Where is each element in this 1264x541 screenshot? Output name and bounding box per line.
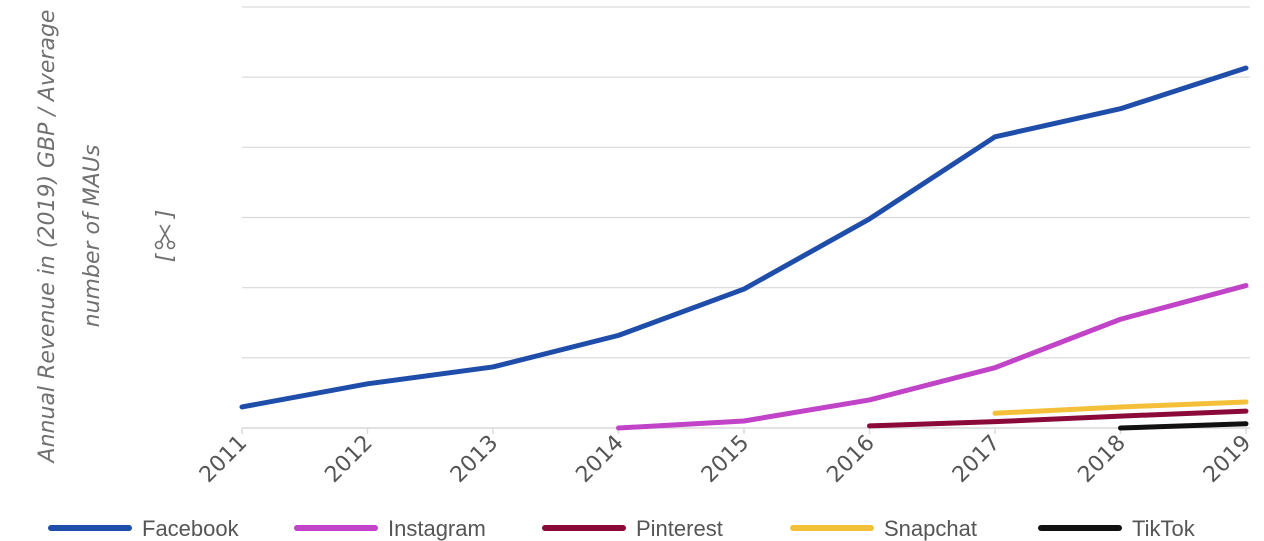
series-line-snapchat bbox=[992, 399, 1249, 416]
x-tick-label-2013: 2013 bbox=[446, 431, 503, 488]
legend-label-pinterest: Pinterest bbox=[636, 516, 723, 541]
series-line-instagram bbox=[616, 283, 1249, 431]
legend-label-facebook: Facebook bbox=[142, 516, 240, 541]
y-axis-label-line-2: number of MAUs bbox=[80, 145, 105, 328]
x-tick-label-2011: 2011 bbox=[195, 431, 252, 488]
right-bracket: ] bbox=[153, 210, 178, 220]
y-axis-unit: [ ] bbox=[153, 210, 178, 263]
x-tick-label-2014: 2014 bbox=[571, 431, 628, 488]
y-axis-label-line-1: Annual Revenue in (2019) GBP / Average bbox=[35, 10, 60, 465]
legend: Facebook Instagram Pinterest Snapchat TikTok bbox=[48, 516, 1196, 541]
series-line-facebook bbox=[239, 65, 1249, 410]
x-tick-label-2012: 2012 bbox=[320, 431, 377, 488]
x-tick-label-2019: 2019 bbox=[1199, 431, 1256, 488]
left-bracket: [ bbox=[153, 252, 178, 262]
series-line-pinterest bbox=[867, 408, 1249, 429]
gridlines bbox=[242, 6, 1250, 359]
series-line-tiktok bbox=[1118, 421, 1249, 431]
x-axis: 2011 2012 2013 2014 2015 2016 2017 2018 2019 bbox=[195, 427, 1256, 488]
legend-label-tiktok: TikTok bbox=[1132, 516, 1196, 541]
x-tick-label-2015: 2015 bbox=[697, 431, 754, 488]
x-tick-label-2016: 2016 bbox=[822, 431, 879, 488]
series-lines bbox=[239, 65, 1249, 431]
y-axis-label: Annual Revenue in (2019) GBP / Average n… bbox=[35, 10, 105, 465]
legend-label-instagram: Instagram bbox=[388, 516, 486, 541]
scissors-icon bbox=[154, 224, 176, 250]
legend-label-snapchat: Snapchat bbox=[884, 516, 977, 541]
x-tick-label-2018: 2018 bbox=[1073, 431, 1130, 488]
x-tick-label-2017: 2017 bbox=[948, 431, 1005, 488]
